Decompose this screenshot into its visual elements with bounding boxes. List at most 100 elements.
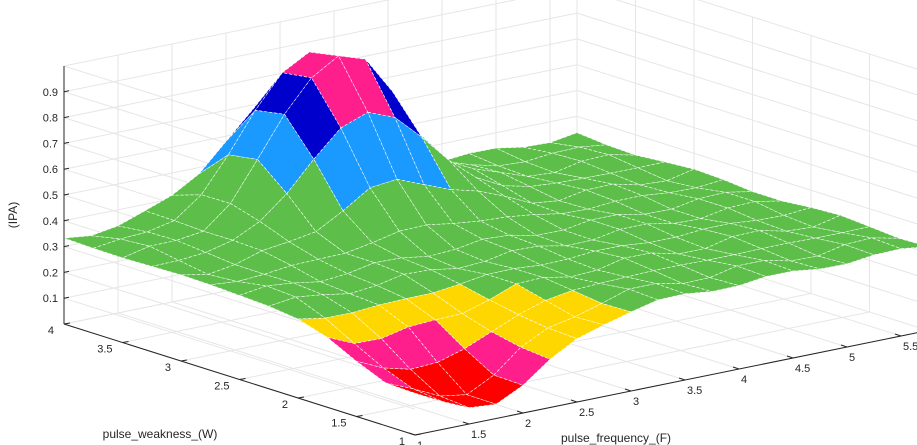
z-tick-label: 0.2: [43, 267, 58, 279]
surface-patch: [509, 234, 566, 247]
surface-patch: [812, 214, 871, 234]
surface-patch: [673, 218, 731, 230]
surface-patch: [454, 238, 513, 262]
surface-patch: [816, 244, 875, 265]
surface-patch: [290, 258, 349, 283]
surface-patch: [409, 362, 468, 397]
surface-patch: [726, 201, 785, 221]
surface-patch: [591, 229, 651, 247]
x-tick-label: 4.5: [795, 363, 810, 375]
surface-patch: [427, 248, 486, 269]
z-tick-mark: [63, 270, 70, 273]
surface-patch: [385, 382, 443, 402]
surface-patch: [92, 238, 151, 259]
surface-patch: [760, 242, 819, 262]
surface-patch: [421, 136, 479, 192]
surface: [63, 51, 917, 409]
surface-patch: [500, 172, 557, 187]
surface-patch: [346, 262, 405, 286]
z-tick-label: 0.6: [43, 164, 58, 176]
x-tick-mark: [570, 399, 578, 403]
y-tick-label: 1: [399, 436, 405, 445]
y-tick-mark: [122, 341, 129, 343]
z-tick-mark: [63, 90, 70, 93]
z-tick-label: 0.9: [43, 87, 58, 99]
grid-line: [63, 0, 391, 67]
surface-patch: [608, 154, 665, 169]
z-tick-label: 0.7: [43, 138, 58, 150]
grid-line: [576, 38, 917, 147]
y-axis-label: pulse_weakness_(W): [103, 427, 218, 441]
surface-patch: [655, 283, 713, 295]
surface-patch: [144, 194, 203, 221]
surface-patch: [327, 337, 384, 369]
x-tick-mark: [840, 344, 848, 348]
z-tick-mark: [63, 116, 70, 119]
surface-patch: [121, 245, 180, 267]
y-tick-mark: [356, 415, 363, 417]
x-tick-label: 5: [849, 352, 855, 364]
surface-patch: [263, 265, 322, 284]
surface-patch: [210, 281, 267, 296]
surface-patch: [783, 207, 842, 228]
surface-patch: [617, 213, 674, 225]
surface-patch: [763, 260, 821, 272]
surface-patch: [558, 189, 617, 210]
surface-patch: [402, 269, 461, 294]
surface-patch: [556, 177, 614, 191]
surface-patch: [238, 285, 297, 307]
y-tick-label: 2: [282, 399, 288, 411]
x-tick-label: 1: [417, 440, 423, 445]
z-tick-label: 0.3: [43, 242, 58, 254]
surface-patch: [378, 298, 436, 328]
y-tick-label: 3: [165, 362, 171, 374]
surface-patch: [281, 51, 340, 79]
surface-patch: [177, 252, 236, 275]
surface-patch: [319, 273, 378, 295]
surface-patch: [120, 231, 177, 247]
surface-patch: [596, 257, 655, 278]
x-tick-mark: [624, 388, 632, 392]
y-tick-mark: [297, 396, 305, 399]
y-tick-label: 1.5: [331, 418, 346, 430]
surface-patch: [580, 154, 639, 174]
surface-patch: [520, 327, 578, 360]
surface-patch: [495, 146, 554, 163]
x-tick-mark: [408, 432, 416, 436]
surface-patch: [148, 240, 207, 261]
surface-patch: [369, 178, 427, 232]
z-tick-mark: [63, 245, 70, 248]
x-axis-label: pulse_frequency_(F): [561, 431, 671, 445]
y-tick-mark: [180, 359, 188, 362]
axes: 0.1 0.2 0.3 0.4 0.5 0.6 0.7 0.8 0.9 1 1.5 2 2.5 3 3.5 4…: [43, 66, 917, 445]
surface-patch: [63, 235, 121, 249]
surface-patch: [175, 230, 234, 253]
surface-patch: [623, 252, 682, 271]
surface-patch: [353, 338, 412, 370]
z-tick-label: 0.8: [43, 113, 58, 125]
surface-patch: [198, 110, 256, 175]
x-tick-mark: [732, 366, 740, 370]
z-tick-mark: [63, 141, 70, 144]
grid-line: [697, 0, 917, 70]
z-axis-label: (IPA): [6, 202, 20, 228]
surface-patch: [675, 228, 734, 249]
surface-patch: [297, 317, 355, 344]
y-tick-label: 4: [48, 325, 54, 337]
surface-patch: [473, 168, 530, 187]
surface-patch: [614, 195, 673, 215]
surface-patch: [522, 142, 580, 154]
surface-patch: [313, 127, 371, 212]
x-axis-line: [414, 332, 917, 436]
surface-patch: [669, 187, 726, 200]
surface-patch: [479, 216, 538, 236]
surface-patch: [439, 394, 497, 409]
z-tick-label: 0.1: [43, 293, 58, 305]
surface-patch: [405, 292, 464, 321]
x-tick-label: 2.5: [579, 407, 594, 419]
surface-patch: [200, 154, 258, 204]
y-tick-mark: [63, 322, 71, 325]
surface-patch: [151, 260, 209, 276]
z-tick-label: 0.4: [43, 216, 58, 228]
